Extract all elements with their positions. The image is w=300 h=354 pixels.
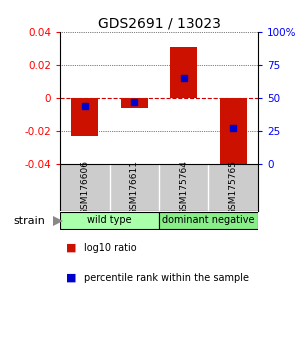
Bar bbox=[159, 212, 258, 229]
Bar bbox=[121, 98, 148, 108]
Text: strain: strain bbox=[13, 216, 45, 225]
Text: ■: ■ bbox=[66, 243, 76, 253]
Text: GSM175765: GSM175765 bbox=[229, 160, 238, 215]
Text: log10 ratio: log10 ratio bbox=[84, 243, 136, 253]
Text: GSM176606: GSM176606 bbox=[80, 160, 89, 215]
Bar bbox=[71, 98, 98, 136]
Bar bbox=[170, 47, 197, 98]
Text: GSM175764: GSM175764 bbox=[179, 160, 188, 215]
Text: percentile rank within the sample: percentile rank within the sample bbox=[84, 273, 249, 283]
Text: ■: ■ bbox=[66, 273, 76, 283]
Bar bbox=[60, 212, 159, 229]
Title: GDS2691 / 13023: GDS2691 / 13023 bbox=[98, 17, 220, 31]
Text: GSM176611: GSM176611 bbox=[130, 160, 139, 215]
Bar bbox=[220, 98, 247, 166]
Text: wild type: wild type bbox=[87, 215, 132, 225]
Text: dominant negative: dominant negative bbox=[162, 215, 255, 225]
